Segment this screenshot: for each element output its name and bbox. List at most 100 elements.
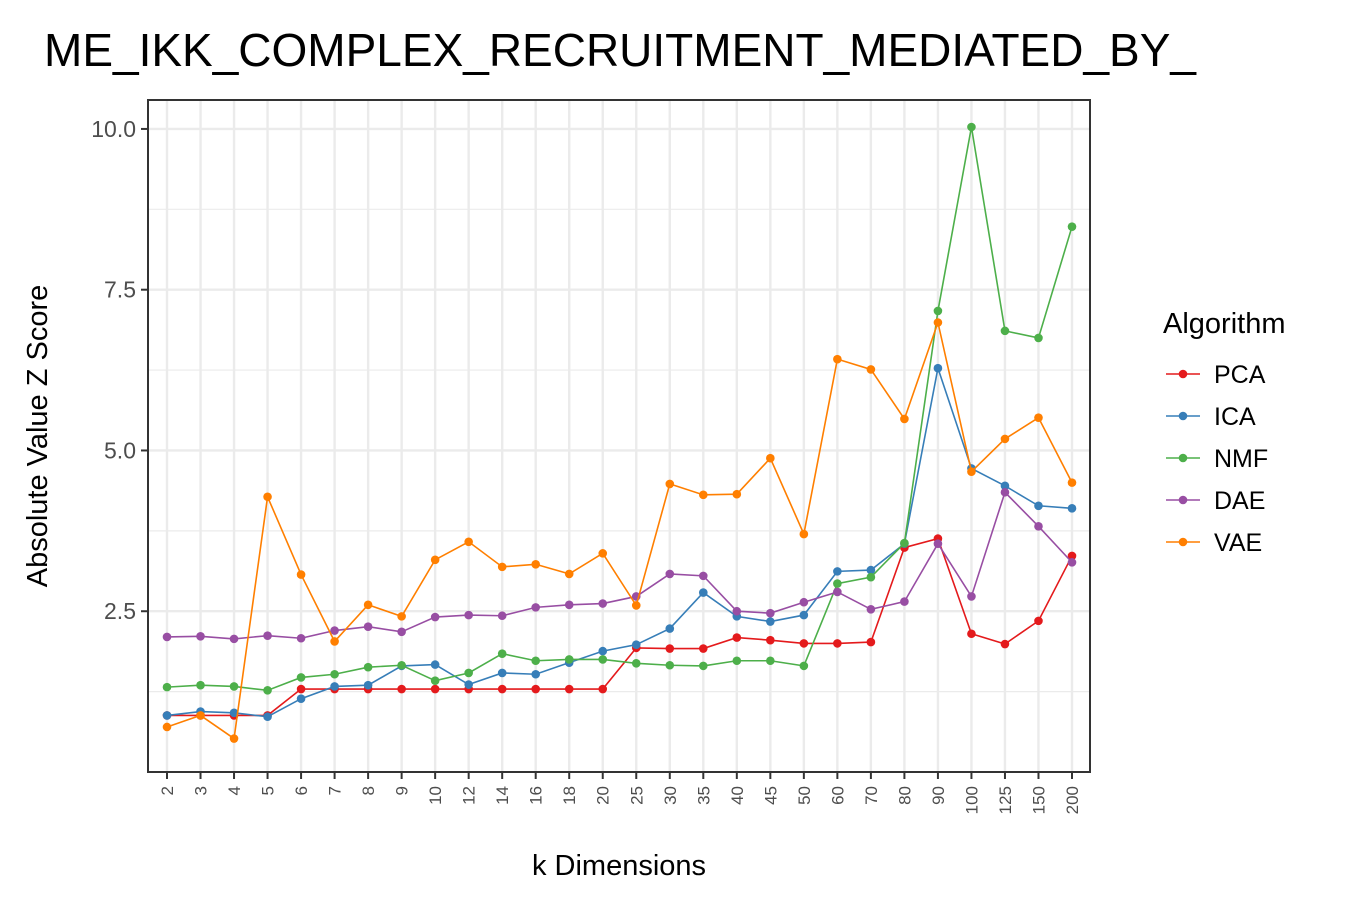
data-point-dae — [531, 603, 541, 612]
data-point-vae — [1034, 413, 1043, 422]
data-point-pca — [397, 684, 406, 694]
data-point-nmf — [665, 660, 675, 670]
data-point-pca — [531, 684, 541, 694]
data-point-dae — [1000, 487, 1010, 497]
series-line-pca — [167, 537, 1073, 717]
data-point-nmf — [1067, 222, 1077, 231]
data-point-nmf — [833, 579, 842, 588]
data-point-nmf — [531, 656, 541, 666]
legend-label-pca: PCA — [1214, 361, 1266, 389]
data-point-ica — [866, 565, 876, 575]
data-point-dae — [229, 634, 239, 644]
x-tick-label: 100 — [962, 786, 981, 814]
data-point-nmf — [363, 662, 373, 672]
data-point-nmf — [229, 682, 239, 691]
data-point-pca — [296, 684, 306, 694]
x-tick-label: 20 — [594, 786, 613, 805]
series-line-ica — [166, 365, 1073, 718]
data-point-nmf — [1000, 326, 1010, 336]
data-point-vae — [531, 559, 541, 569]
data-point-pca — [866, 637, 876, 647]
data-point-dae — [330, 626, 339, 635]
data-point-nmf — [933, 306, 943, 316]
x-tick-label: 60 — [828, 786, 847, 805]
data-point-dae — [698, 571, 708, 581]
data-point-dae — [766, 608, 775, 618]
data-point-ica — [430, 660, 440, 669]
plot-border — [147, 99, 1091, 773]
data-point-dae — [162, 632, 172, 642]
data-point-vae — [263, 492, 272, 502]
data-point-dae — [833, 587, 842, 597]
data-point-vae — [1067, 478, 1077, 487]
data-point-vae — [363, 600, 373, 610]
x-tick-label: 2 — [158, 786, 177, 795]
x-tick-label: 5 — [259, 786, 278, 795]
data-point-ica — [497, 668, 507, 678]
data-point-pca — [1067, 551, 1077, 561]
data-point-nmf — [1034, 333, 1043, 343]
x-tick-label: 4 — [225, 786, 244, 795]
x-tick-label: 40 — [728, 786, 747, 805]
data-point-nmf — [497, 649, 507, 658]
data-point-dae — [363, 622, 373, 631]
x-tick-label: 150 — [1029, 786, 1048, 814]
x-tick-label: 9 — [393, 786, 412, 795]
data-point-nmf — [430, 676, 440, 685]
data-point-dae — [196, 632, 205, 641]
data-point-ica — [698, 588, 708, 597]
data-point-ica — [296, 694, 306, 703]
y-tick-label: 5.0 — [104, 437, 136, 463]
x-tick-label: 200 — [1063, 786, 1082, 814]
x-tick-label: 30 — [661, 786, 680, 805]
x-tick-label: 125 — [996, 786, 1015, 814]
data-point-nmf — [464, 668, 473, 678]
x-axis-title: k Dimensions — [532, 850, 706, 882]
data-point-dae — [665, 569, 675, 579]
x-tick-label: 90 — [929, 786, 948, 805]
data-point-vae — [330, 637, 339, 646]
x-tick-label: 6 — [292, 786, 311, 795]
data-point-vae — [900, 414, 909, 424]
data-point-vae — [833, 354, 842, 364]
data-point-pca — [665, 644, 675, 653]
data-point-dae — [598, 599, 608, 608]
data-point-dae — [296, 633, 306, 643]
x-tick-label: 45 — [761, 786, 780, 805]
series-line-vae — [166, 319, 1073, 740]
data-point-pca — [698, 644, 708, 653]
data-point-pca — [564, 684, 574, 694]
data-point-ica — [833, 567, 842, 576]
data-point-nmf — [564, 655, 574, 664]
chart-title: ME_IKK_COMPLEX_RECRUITMENT_MEDIATED_BY_ — [44, 24, 1197, 76]
data-point-nmf — [598, 655, 608, 664]
data-point-vae — [799, 529, 809, 539]
data-point-nmf — [900, 538, 909, 548]
legend-key-point-ica — [1178, 411, 1188, 421]
legend-label-vae: VAE — [1214, 529, 1262, 557]
data-point-pca — [598, 684, 608, 694]
x-tick-label: 8 — [359, 786, 378, 795]
data-point-nmf — [799, 661, 809, 671]
data-point-pca — [430, 684, 440, 694]
data-point-ica — [263, 712, 272, 721]
data-point-dae — [1034, 522, 1043, 531]
data-point-vae — [1000, 434, 1010, 444]
data-point-pca — [799, 639, 809, 648]
data-point-nmf — [967, 122, 976, 132]
data-point-dae — [564, 600, 574, 610]
data-point-vae — [397, 612, 406, 621]
data-point-dae — [866, 605, 876, 614]
data-point-nmf — [196, 680, 205, 690]
data-point-dae — [933, 539, 943, 549]
x-tick-label: 25 — [627, 786, 646, 805]
data-point-pca — [766, 635, 775, 645]
legend: Algorithm PCA ICA NMF DAE VAE — [1163, 308, 1286, 557]
series-layer — [162, 122, 1077, 743]
data-point-nmf — [698, 661, 708, 671]
data-point-pca — [497, 684, 507, 694]
x-tick-label: 18 — [560, 786, 579, 805]
legend-key-point-pca — [1178, 369, 1188, 379]
data-point-ica — [229, 708, 239, 718]
